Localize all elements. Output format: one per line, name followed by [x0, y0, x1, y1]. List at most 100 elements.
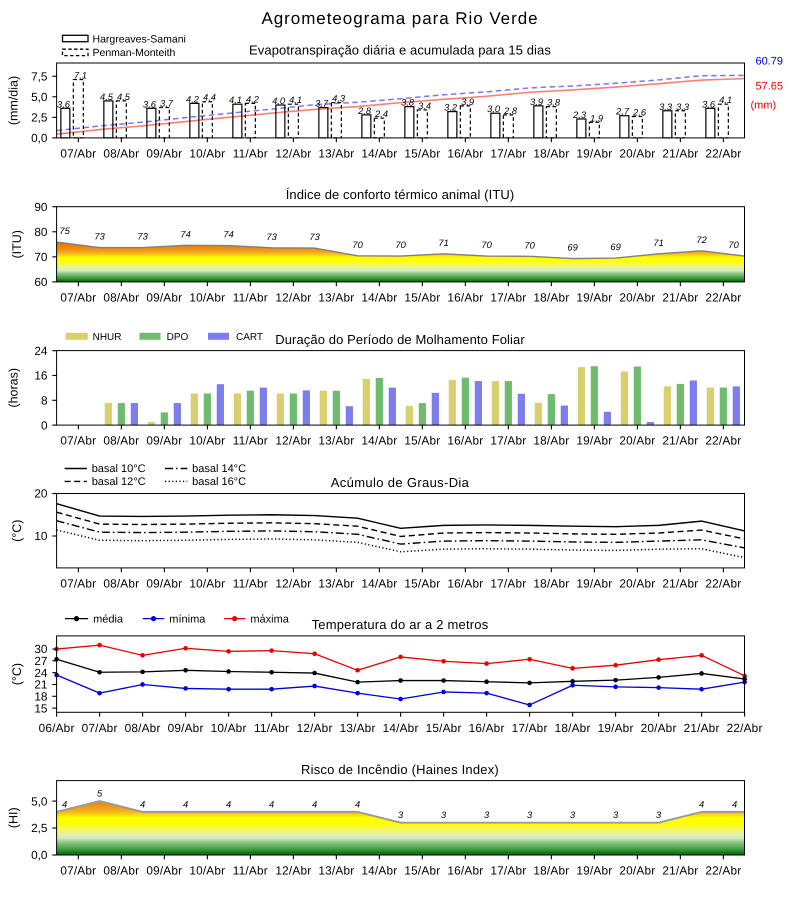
svg-text:17/Abr: 17/Abr — [490, 864, 526, 878]
svg-text:09/Abr: 09/Abr — [146, 434, 182, 448]
svg-text:12/Abr: 12/Abr — [275, 577, 311, 591]
svg-text:15/Abr: 15/Abr — [426, 721, 462, 735]
svg-text:4,5: 4,5 — [100, 92, 114, 102]
svg-text:21/Abr: 21/Abr — [684, 721, 720, 735]
svg-text:21/Abr: 21/Abr — [662, 434, 698, 448]
svg-text:3: 3 — [656, 810, 662, 820]
svg-text:11/Abr: 11/Abr — [233, 434, 268, 448]
svg-text:3,4: 3,4 — [418, 101, 431, 111]
svg-text:08/Abr: 08/Abr — [103, 434, 139, 448]
svg-text:16/Abr: 16/Abr — [447, 147, 483, 161]
svg-text:4,2: 4,2 — [186, 94, 200, 104]
svg-text:15/Abr: 15/Abr — [404, 577, 440, 591]
svg-text:16/Abr: 16/Abr — [447, 864, 483, 878]
svg-text:22/Abr: 22/Abr — [705, 577, 741, 591]
svg-text:18/Abr: 18/Abr — [533, 864, 569, 878]
svg-text:Penman-Monteith: Penman-Monteith — [93, 47, 176, 59]
svg-text:10/Abr: 10/Abr — [211, 721, 247, 735]
svg-text:10/Abr: 10/Abr — [189, 434, 225, 448]
svg-text:22/Abr: 22/Abr — [705, 147, 741, 161]
svg-text:19/Abr: 19/Abr — [576, 434, 612, 448]
svg-text:Agrometeograma para Rio Verde: Agrometeograma para Rio Verde — [261, 9, 538, 28]
svg-text:3,7: 3,7 — [160, 99, 174, 109]
svg-text:4: 4 — [62, 799, 67, 809]
svg-text:22/Abr: 22/Abr — [705, 864, 741, 878]
svg-text:69: 69 — [567, 243, 577, 253]
svg-text:72: 72 — [696, 235, 707, 245]
svg-text:57.65: 57.65 — [756, 81, 784, 93]
svg-text:24: 24 — [34, 344, 48, 358]
svg-text:4,1: 4,1 — [289, 95, 302, 105]
svg-text:08/Abr: 08/Abr — [103, 864, 139, 878]
svg-text:30: 30 — [34, 642, 48, 656]
svg-text:18/Abr: 18/Abr — [533, 434, 569, 448]
svg-text:09/Abr: 09/Abr — [146, 864, 182, 878]
svg-text:Hargreaves-Samani: Hargreaves-Samani — [93, 33, 186, 45]
svg-text:3: 3 — [398, 810, 404, 820]
svg-text:12/Abr: 12/Abr — [297, 721, 333, 735]
svg-text:22/Abr: 22/Abr — [705, 434, 741, 448]
svg-text:15/Abr: 15/Abr — [404, 434, 440, 448]
svg-text:NHUR: NHUR — [93, 332, 122, 343]
svg-text:12/Abr: 12/Abr — [275, 147, 311, 161]
svg-text:20/Abr: 20/Abr — [641, 721, 677, 735]
svg-text:15: 15 — [34, 701, 48, 715]
svg-text:07/Abr: 07/Abr — [60, 577, 96, 591]
svg-text:3,8: 3,8 — [547, 98, 561, 108]
svg-text:13/Abr: 13/Abr — [318, 147, 354, 161]
svg-text:Duração do Período de Molhamen: Duração do Período de Molhamento Foliar — [275, 332, 525, 347]
svg-text:07/Abr: 07/Abr — [60, 434, 96, 448]
svg-text:3: 3 — [484, 810, 490, 820]
svg-text:4: 4 — [732, 799, 737, 809]
svg-text:0,0: 0,0 — [31, 131, 48, 145]
svg-text:Risco de Incêndio (Haines Inde: Risco de Incêndio (Haines Index) — [301, 762, 499, 777]
svg-text:(HI): (HI) — [7, 807, 21, 828]
svg-text:7,1: 7,1 — [74, 71, 87, 81]
svg-text:19/Abr: 19/Abr — [576, 291, 612, 305]
svg-text:11/Abr: 11/Abr — [233, 291, 268, 305]
svg-text:4: 4 — [269, 799, 274, 809]
svg-text:3: 3 — [527, 810, 533, 820]
svg-text:20/Abr: 20/Abr — [619, 147, 655, 161]
svg-text:18/Abr: 18/Abr — [533, 291, 569, 305]
svg-text:13/Abr: 13/Abr — [318, 577, 354, 591]
svg-text:14/Abr: 14/Abr — [361, 291, 397, 305]
svg-text:2,4: 2,4 — [374, 109, 388, 119]
svg-text:3,7: 3,7 — [315, 99, 329, 109]
svg-text:basal 10°C: basal 10°C — [92, 463, 146, 475]
svg-text:71: 71 — [653, 238, 663, 248]
svg-text:06/Abr: 06/Abr — [39, 721, 75, 735]
svg-text:2,8: 2,8 — [503, 106, 518, 116]
svg-text:09/Abr: 09/Abr — [168, 721, 204, 735]
svg-text:0: 0 — [41, 418, 48, 432]
svg-text:Índice de conforto térmico ani: Índice de conforto térmico animal (ITU) — [286, 187, 515, 202]
svg-text:4,1: 4,1 — [229, 95, 242, 105]
svg-text:21/Abr: 21/Abr — [662, 291, 698, 305]
svg-text:(°C): (°C) — [10, 663, 24, 685]
svg-text:90: 90 — [34, 200, 48, 214]
svg-text:5: 5 — [97, 789, 103, 799]
svg-text:07/Abr: 07/Abr — [60, 864, 96, 878]
svg-text:07/Abr: 07/Abr — [82, 721, 118, 735]
svg-text:14/Abr: 14/Abr — [361, 147, 397, 161]
svg-text:3,9: 3,9 — [530, 97, 543, 107]
svg-text:14/Abr: 14/Abr — [383, 721, 419, 735]
svg-text:4,1: 4,1 — [719, 95, 732, 105]
svg-text:2,8: 2,8 — [357, 106, 372, 116]
svg-text:basal 14°C: basal 14°C — [192, 463, 246, 475]
svg-text:19/Abr: 19/Abr — [576, 147, 612, 161]
svg-text:70: 70 — [34, 250, 48, 264]
svg-text:14/Abr: 14/Abr — [361, 864, 397, 878]
svg-text:(ITU): (ITU) — [10, 230, 24, 258]
svg-text:74: 74 — [223, 230, 233, 240]
svg-text:16/Abr: 16/Abr — [447, 434, 483, 448]
svg-text:4,3: 4,3 — [332, 94, 346, 104]
svg-text:10: 10 — [34, 529, 48, 543]
svg-text:Acúmulo de Graus-Dia: Acúmulo de Graus-Dia — [331, 475, 470, 490]
svg-text:2,5: 2,5 — [31, 821, 48, 835]
svg-text:73: 73 — [309, 232, 320, 242]
svg-text:08/Abr: 08/Abr — [103, 577, 139, 591]
svg-text:4: 4 — [140, 799, 145, 809]
svg-text:19/Abr: 19/Abr — [598, 721, 634, 735]
svg-text:4: 4 — [355, 799, 360, 809]
